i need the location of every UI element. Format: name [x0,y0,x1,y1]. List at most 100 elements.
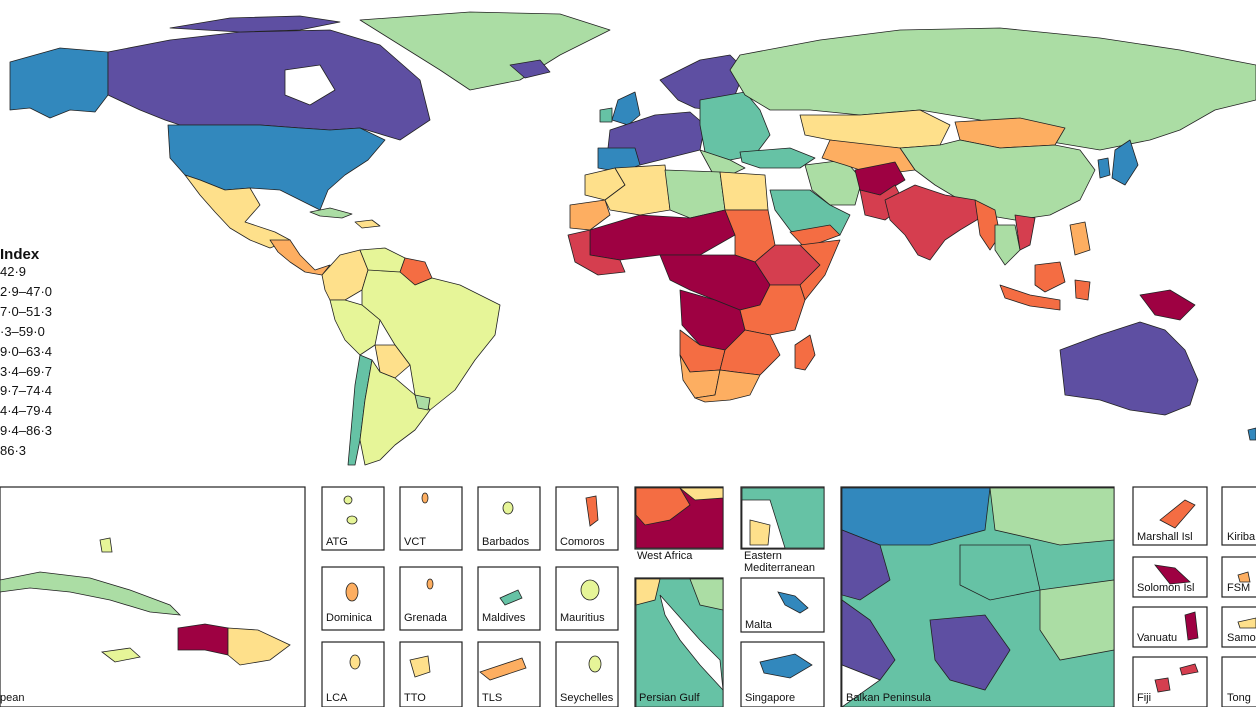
inset-solomon [1132,556,1208,598]
inset-label-singapore: Singapore [745,692,796,704]
region-canada-islands [169,15,341,33]
region-thailand [994,224,1021,266]
legend-item-label: 9·4–86·3 [0,423,53,439]
inset-vct [399,486,463,551]
legend-item-label: 86·3 [0,443,27,459]
inset-label-west-africa: West Africa [637,550,693,562]
region-madagascar [794,334,816,371]
region-alaska [9,47,109,119]
region-japan [1111,139,1139,186]
region-kazakhstan [799,109,951,149]
inset-label-malta: Malta [745,619,772,631]
inset-tls [477,641,541,707]
inset-lca [321,641,385,707]
inset-label-fsm: FSM [1227,582,1251,594]
region-cuba [309,207,353,219]
region-russia [729,27,1256,151]
inset-maldives [477,566,541,631]
legend-item-label: 42·9 [0,264,27,279]
inset-label-fiji: Fiji [1137,692,1152,704]
region-indonesia-w [999,284,1061,311]
legend-item-label: 2·9–47·0 [0,283,53,299]
inset-label-balkan: Balkan Peninsula [846,692,932,704]
inset-label-caribbean: pean [0,692,25,704]
inset-barbados [477,486,541,551]
region-yemen [789,224,841,249]
inset-label-tls: TLS [482,692,503,704]
inset-label-vanuatu: Vanuatu [1137,632,1178,644]
inset-shape-bahamas [99,537,113,553]
inset-comoros [555,486,619,551]
region-balkans [699,149,746,176]
inset-label-samoa: Samo [1227,632,1256,644]
inset-malta [740,577,825,633]
region-west-africa [567,229,626,276]
inset-tto [399,641,463,707]
region-papua [1139,289,1196,321]
inset-label-tonga: Tong [1227,692,1251,704]
inset-singapore [740,641,825,707]
inset-caribbean [0,486,306,707]
inset-label-lca: LCA [326,692,348,704]
region-turkey [739,147,816,169]
legend-item-label: 9·0–63·4 [0,343,53,359]
region-iceland [509,59,551,79]
inset-label-grenada: Grenada [404,612,447,624]
inset-tonga [1221,656,1256,707]
inset-atg [321,486,385,551]
region-ireland [599,107,613,123]
inset-shape-dominican [227,627,291,666]
inset-label-persian-gulf: Persian Gulf [639,692,700,704]
inset-label-tto: TTO [404,692,426,704]
region-mexico [184,174,291,249]
region-western-sahara [569,199,611,231]
inset-label-marshall: Marshall Isl [1137,531,1193,543]
inset-shape-haiti [177,623,229,656]
region-south-africa [694,369,761,403]
inset-grenada [399,566,463,631]
inset-label-atg: ATG [326,536,348,548]
inset-label-seychelles: Seychelles [560,692,614,704]
inset-label-vct: VCT [404,536,426,548]
region-korea [1097,157,1111,179]
region-sulawesi [1074,279,1091,301]
region-philippines [1069,221,1091,256]
inset-fiji [1132,656,1208,707]
region-usa [167,124,386,211]
region-central-america [269,239,331,276]
region-australia [1059,321,1199,416]
inset-shape-cuba [0,571,182,616]
legend-item-label: ·3–59·0 [0,323,45,339]
inset-label-mauritius: Mauritius [560,612,605,624]
inset-shape-jamaica [101,647,141,663]
inset-label-dominica: Dominica [326,612,372,624]
region-sahel [589,209,736,261]
legend-item-label: 7·0–51·3 [0,303,53,319]
region-hudson-bay [284,64,336,106]
inset-mauritius [555,566,619,631]
region-argentina [359,359,431,466]
region-china [899,139,1096,221]
inset-label-barbados: Barbados [482,536,530,548]
inset-seychelles [555,641,619,707]
region-libya [664,169,726,219]
inset-vanuatu [1132,606,1208,648]
legend-item-label: 3·4–69·7 [0,363,53,379]
inset-label-eastern-med-2: Mediterranean [744,562,815,574]
region-uk [611,91,641,126]
legend-item-label: 9·7–74·4 [0,383,53,399]
region-india [884,184,986,261]
legend-item-label: 4·4–79·4 [0,403,53,419]
inset-label-eastern-med-1: Eastern [744,550,782,562]
region-canada [107,29,431,141]
inset-kiribati [1221,486,1256,546]
region-colombia [321,249,369,301]
region-hispaniola [354,219,381,229]
region-nz [1247,427,1256,441]
inset-samoa [1221,606,1256,648]
inset-label-kiribati: Kiriba [1227,531,1256,543]
region-egypt [719,171,769,211]
inset-fsm [1221,556,1256,598]
inset-dominica [321,566,385,631]
region-borneo [1034,261,1066,293]
